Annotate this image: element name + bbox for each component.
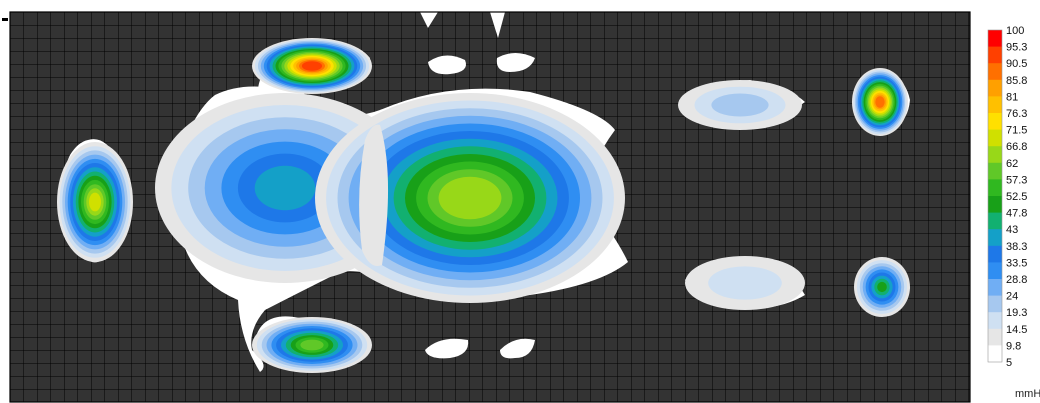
region-far-lower-right	[854, 257, 910, 317]
colorbar-bin-16	[988, 295, 1002, 313]
colorbar-tick-label: 62	[1006, 158, 1018, 170]
contour-far-lower-right-47.8	[877, 281, 887, 293]
colorbar-bin-3	[988, 79, 1002, 97]
contact-top-blob-1	[428, 55, 466, 75]
colorbar-tick-label: 5	[1006, 357, 1012, 369]
colorbar-bin-7	[988, 146, 1002, 164]
contour-back-right-62	[438, 176, 502, 220]
colorbar-bin-12	[988, 229, 1002, 247]
colorbar-bin-15	[988, 279, 1002, 297]
pressure-contours	[57, 38, 910, 373]
contour-far-upper-right-85.8	[875, 96, 885, 108]
contact-bottom-blob-1	[425, 338, 469, 359]
colorbar-tick-label: 33.5	[1006, 257, 1027, 269]
colorbar-tick-label: 52.5	[1006, 191, 1027, 203]
colorbar-tick-label: 100	[1006, 25, 1024, 37]
corner-marker	[2, 18, 8, 21]
contour-back-left-38.3	[254, 165, 316, 211]
colorbar-bin-18	[988, 328, 1002, 346]
colorbar-tick-label: 19.3	[1006, 307, 1027, 319]
region-upper-right-foot	[678, 80, 802, 130]
region-lower-left-hand	[252, 317, 372, 373]
colorbar-tick-label: 76.3	[1006, 108, 1027, 120]
region-left-hand	[57, 142, 133, 262]
contour-lower-right-foot-14.5	[708, 266, 782, 300]
colorbar-bin-1	[988, 46, 1002, 64]
spine-gap	[359, 124, 389, 266]
contour-upper-left-hand-90.5	[301, 61, 323, 71]
colorbar-tick-label: 47.8	[1006, 208, 1027, 220]
colorbar: 100 95.3 90.5 85.8 81 76.3 71.5 66.8 62 57.3 52.5 4…	[987, 25, 1027, 369]
colorbar-outline	[987, 29, 1003, 363]
region-lower-right-foot	[685, 256, 805, 310]
contour-upper-right-foot-19.3	[711, 93, 769, 117]
colorbar-tick-label: 38.3	[1006, 241, 1027, 253]
colorbar-bin-5	[988, 113, 1002, 131]
torso-detail-layer	[359, 124, 389, 266]
plot-area	[10, 12, 970, 402]
contact-top-blob-2	[496, 53, 535, 72]
region-back-right	[315, 93, 625, 303]
colorbar-tick-label: 24	[1006, 291, 1018, 303]
region-far-upper-right	[852, 68, 908, 136]
colorbar-bin-4	[988, 96, 1002, 114]
colorbar-tick-label: 28.8	[1006, 274, 1027, 286]
colorbar-bin-10	[988, 196, 1002, 214]
colorbar-tick-label: 95.3	[1006, 42, 1027, 54]
colorbar-bin-13	[988, 245, 1002, 263]
colorbar-tick-label: 14.5	[1006, 324, 1027, 336]
colorbar-tick-label: 9.8	[1006, 340, 1021, 352]
colorbar-bin-2	[988, 63, 1002, 81]
colorbar-bin-14	[988, 262, 1002, 280]
colorbar-tick-label: 71.5	[1006, 125, 1027, 137]
colorbar-tick-label: 81	[1006, 91, 1018, 103]
colorbar-tick-label: 90.5	[1006, 58, 1027, 70]
colorbar-bin-0	[988, 30, 1002, 48]
contour-lower-left-hand-57.3	[300, 339, 324, 351]
colorbar-bin-6	[988, 129, 1002, 147]
region-upper-left-hand	[252, 38, 372, 94]
colorbar-unit-label: mmHg	[1015, 388, 1040, 400]
contour-left-hand-66.8	[89, 192, 101, 212]
colorbar-bin-8	[988, 162, 1002, 180]
colorbar-bin-9	[988, 179, 1002, 197]
colorbar-bin-17	[988, 312, 1002, 330]
plot-frame	[9, 11, 971, 403]
contact-bottom-blob-2	[500, 338, 535, 359]
colorbar-tick-label: 43	[1006, 224, 1018, 236]
contact-top-notch-1	[420, 12, 438, 28]
contact-top-notch-2	[490, 12, 505, 38]
colorbar-bin-11	[988, 212, 1002, 230]
colorbar-bin-lowest	[988, 345, 1002, 362]
colorbar-tick-label: 57.3	[1006, 174, 1027, 186]
colorbar-tick-label: 66.8	[1006, 141, 1027, 153]
colorbar-tick-label: 85.8	[1006, 75, 1027, 87]
